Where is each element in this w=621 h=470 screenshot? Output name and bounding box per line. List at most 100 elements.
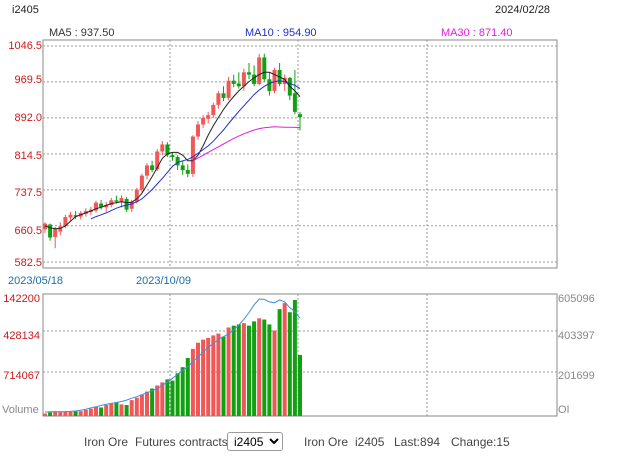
candle-body <box>201 117 206 125</box>
candle-body <box>119 197 124 202</box>
volume-bar <box>262 319 267 416</box>
candle-body <box>73 215 78 217</box>
volume-bar <box>201 339 206 416</box>
candle-body <box>236 83 241 87</box>
contracts-label: Futures contracts <box>135 435 228 449</box>
volume-axis-title: Volume <box>2 404 39 416</box>
volume-bar <box>119 404 124 416</box>
price-tick-label: 969.5 <box>14 74 42 86</box>
volume-bar <box>282 303 287 416</box>
volume-bar <box>48 412 53 416</box>
chart-date: 2024/02/28 <box>495 4 551 16</box>
price-tick-label: 737.5 <box>14 187 42 199</box>
volume-bar <box>150 388 155 416</box>
candle-body <box>139 175 144 190</box>
volume-bar <box>216 333 221 416</box>
x-date-label: 2023/05/18 <box>8 275 64 287</box>
volume-bar <box>247 325 251 416</box>
candle-body <box>257 57 262 84</box>
volume-bar <box>272 330 277 416</box>
candle-body <box>165 144 170 156</box>
volume-bar <box>185 358 190 416</box>
volume-bar <box>58 411 63 416</box>
quote-product: Iron Ore <box>304 435 349 449</box>
candle-body <box>104 204 109 208</box>
candle-body <box>134 189 139 202</box>
x-date-label: 2023/10/09 <box>136 275 192 287</box>
candle-body <box>124 198 129 210</box>
volume-bar <box>99 407 104 416</box>
oi-axis-title: OI <box>558 404 570 416</box>
candle-body <box>114 200 119 202</box>
ma30-label: MA30 : 871.40 <box>441 27 513 39</box>
volume-bar <box>165 379 170 416</box>
volume-bar <box>109 403 114 416</box>
candle-body <box>252 74 257 84</box>
volume-bar <box>129 400 134 416</box>
candle-body <box>216 93 221 105</box>
volume-bar <box>43 413 47 416</box>
candle-body <box>53 228 58 238</box>
candle-body <box>99 203 104 208</box>
candle-body <box>247 72 251 75</box>
volume-bar <box>267 324 272 416</box>
volume-bar <box>211 335 216 416</box>
price-tick-label: 1046.5 <box>8 40 42 52</box>
price-change: Change:15 <box>451 435 510 449</box>
candle-body <box>292 93 297 112</box>
volume-bar <box>221 336 226 416</box>
oi-tick-label: 201699 <box>558 370 595 382</box>
candle-body <box>160 144 165 152</box>
volume-bar <box>287 312 292 416</box>
candle-body <box>298 114 302 117</box>
candle-body <box>231 80 236 84</box>
open-interest-line <box>44 298 301 413</box>
volume-bar <box>63 411 68 416</box>
candle-body <box>150 165 155 171</box>
volume-bar <box>124 405 129 416</box>
price-tick-label: 892.0 <box>14 112 42 124</box>
candle-body <box>129 201 134 209</box>
volume-bar <box>145 391 149 416</box>
contract-footer: Iron Ore Futures contracts Iron Ore i240… <box>0 431 621 453</box>
volume-bar <box>139 394 144 416</box>
volume-bar <box>53 412 58 416</box>
candle-body <box>145 165 149 176</box>
candle-body <box>68 214 73 218</box>
volume-bar <box>206 337 211 416</box>
volume-bar <box>68 411 73 416</box>
contract-select[interactable]: i2405 <box>227 432 283 451</box>
candle-body <box>196 124 200 137</box>
volume-bar <box>257 318 262 416</box>
ma5-line <box>44 71 301 230</box>
candle-body <box>109 200 114 205</box>
price-volume-chart <box>42 39 558 417</box>
candle-body <box>206 115 211 119</box>
volume-bar <box>88 408 93 416</box>
ma10-label: MA10 : 954.90 <box>245 27 317 39</box>
volume-bar <box>180 367 185 416</box>
volume-bar <box>73 411 78 416</box>
candle-body <box>180 165 185 171</box>
candle-body <box>190 136 195 174</box>
price-tick-label: 814.5 <box>14 150 42 162</box>
volume-bar <box>160 382 165 416</box>
candle-body <box>211 104 216 116</box>
volume-bar <box>83 409 88 416</box>
candle-body <box>94 202 98 211</box>
volume-bar <box>292 300 297 416</box>
oi-tick-label: 605096 <box>558 293 595 305</box>
ma30-line <box>192 126 301 162</box>
candle-body <box>170 155 175 158</box>
volume-bar <box>175 373 180 416</box>
ma5-label: MA5 : 937.50 <box>49 27 115 39</box>
volume-tick-label: 714067 <box>3 370 40 382</box>
price-tick-label: 582.5 <box>14 257 42 269</box>
candle-body <box>175 157 180 166</box>
volume-bar <box>241 323 246 416</box>
volume-tick-label: 142200 <box>3 293 40 305</box>
candle-body <box>58 226 63 232</box>
quote-symbol: i2405 <box>355 435 385 449</box>
price-tick-label: 660.5 <box>14 225 42 237</box>
volume-bar <box>155 385 160 416</box>
